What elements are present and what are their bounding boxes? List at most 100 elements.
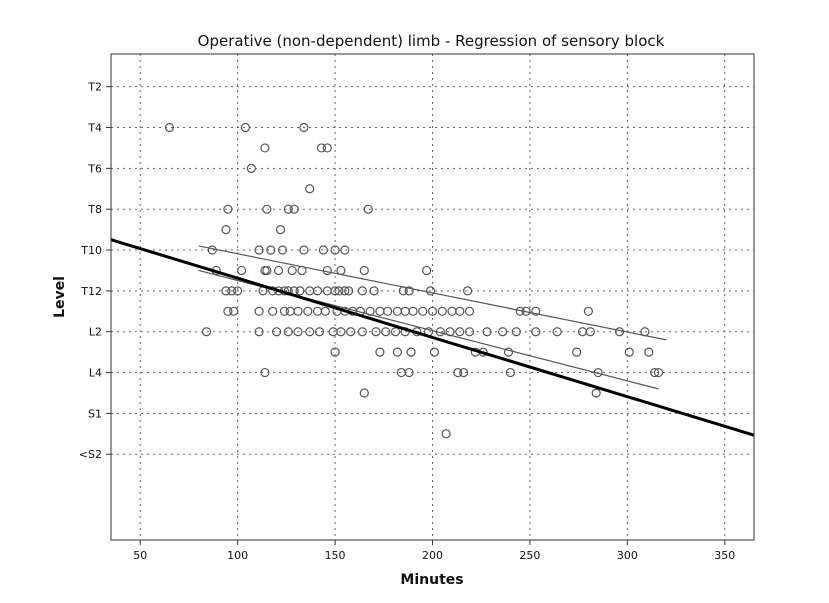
- data-point: [275, 225, 286, 235]
- data-point: [340, 245, 350, 255]
- data-point: [437, 306, 447, 316]
- data-point: [371, 327, 381, 337]
- x-tick-label: 250: [519, 549, 540, 562]
- data-point: [464, 327, 475, 337]
- data-point: [363, 204, 373, 214]
- data-point: [572, 347, 582, 357]
- data-point: [447, 306, 457, 316]
- data-point: [330, 245, 340, 255]
- data-point: [293, 327, 303, 337]
- data-point: [359, 388, 369, 398]
- data-point: [418, 306, 428, 316]
- y-tick-label: T10: [80, 244, 102, 257]
- data-point: [279, 306, 290, 316]
- x-tick-label: 200: [422, 549, 443, 562]
- data-point: [229, 306, 239, 316]
- data-point: [303, 306, 313, 316]
- y-tick-label: T2: [87, 81, 102, 94]
- data-point: [227, 286, 237, 296]
- grid: [111, 54, 754, 540]
- data-point: [511, 327, 521, 337]
- data-point: [207, 245, 217, 255]
- data-point: [314, 327, 325, 337]
- data-point: [357, 286, 367, 296]
- data-point: [441, 429, 451, 439]
- data-point: [531, 306, 541, 316]
- data-point: [299, 245, 309, 255]
- x-axis-label: Minutes: [400, 572, 463, 588]
- data-point: [591, 388, 601, 398]
- data-point: [515, 306, 525, 316]
- data-point: [429, 347, 440, 357]
- data-point: [273, 265, 284, 276]
- data-point: [531, 327, 541, 337]
- regression-line: [110, 238, 755, 437]
- data-point: [316, 143, 327, 153]
- data-point: [505, 367, 516, 378]
- data-point: [240, 122, 251, 133]
- y-tick-label: L2: [89, 326, 102, 339]
- data-point: [305, 184, 315, 194]
- data-point: [455, 306, 465, 316]
- data-point: [246, 163, 256, 173]
- data-point: [305, 327, 315, 337]
- data-point: [266, 245, 276, 255]
- data-point: [283, 327, 293, 337]
- y-tick-label: L4: [89, 367, 102, 380]
- data-point: [482, 327, 492, 337]
- data-point: [503, 347, 514, 357]
- data-point: [260, 367, 270, 378]
- data-point: [365, 306, 375, 316]
- y-tick-label: S1: [88, 407, 102, 420]
- data-point: [346, 327, 356, 337]
- y-axis-ticks: T2 T4 T6 T8 T10 T12 L2 L4 S1 <S2: [79, 81, 111, 461]
- data-point: [459, 367, 469, 378]
- data-points: [164, 122, 664, 439]
- data-point: [464, 306, 475, 316]
- data-point: [427, 306, 438, 316]
- y-tick-label: T6: [87, 162, 102, 175]
- data-point: [644, 347, 654, 357]
- data-point: [233, 286, 243, 296]
- data-point: [283, 204, 293, 214]
- data-point: [396, 367, 406, 378]
- x-axis-ticks: 50 100 150 200 250 300 350: [133, 540, 735, 562]
- data-point: [408, 306, 418, 316]
- data-point: [455, 327, 465, 337]
- data-point: [462, 286, 473, 296]
- data-point: [223, 306, 233, 316]
- data-point: [340, 286, 350, 296]
- data-point: [254, 327, 264, 337]
- data-point: [369, 286, 379, 296]
- data-point: [322, 143, 332, 153]
- data-point: [320, 306, 330, 316]
- confidence-band-upper: [198, 245, 667, 341]
- data-point: [425, 286, 436, 296]
- data-point: [277, 245, 288, 255]
- data-point: [375, 347, 385, 357]
- data-point: [593, 367, 603, 378]
- data-point: [357, 327, 367, 337]
- data-point: [552, 327, 562, 337]
- data-point: [285, 306, 295, 316]
- data-point: [498, 327, 508, 337]
- data-point: [400, 306, 410, 316]
- data-point: [254, 306, 264, 316]
- data-point: [336, 265, 346, 276]
- data-point: [312, 286, 323, 296]
- regression-line-layer: [110, 238, 755, 437]
- data-point: [272, 327, 282, 337]
- data-point: [585, 327, 595, 337]
- data-point: [262, 204, 272, 214]
- chart-title: Operative (non-dependent) limb - Regress…: [198, 32, 665, 50]
- data-point: [254, 245, 264, 255]
- data-point: [164, 122, 175, 133]
- data-point: [406, 347, 416, 357]
- x-tick-label: 50: [133, 549, 147, 562]
- data-point: [453, 367, 463, 378]
- data-point: [521, 306, 531, 316]
- data-point: [435, 327, 445, 337]
- data-point: [381, 327, 391, 337]
- y-axis-label: Level: [52, 276, 68, 318]
- data-point: [614, 327, 625, 337]
